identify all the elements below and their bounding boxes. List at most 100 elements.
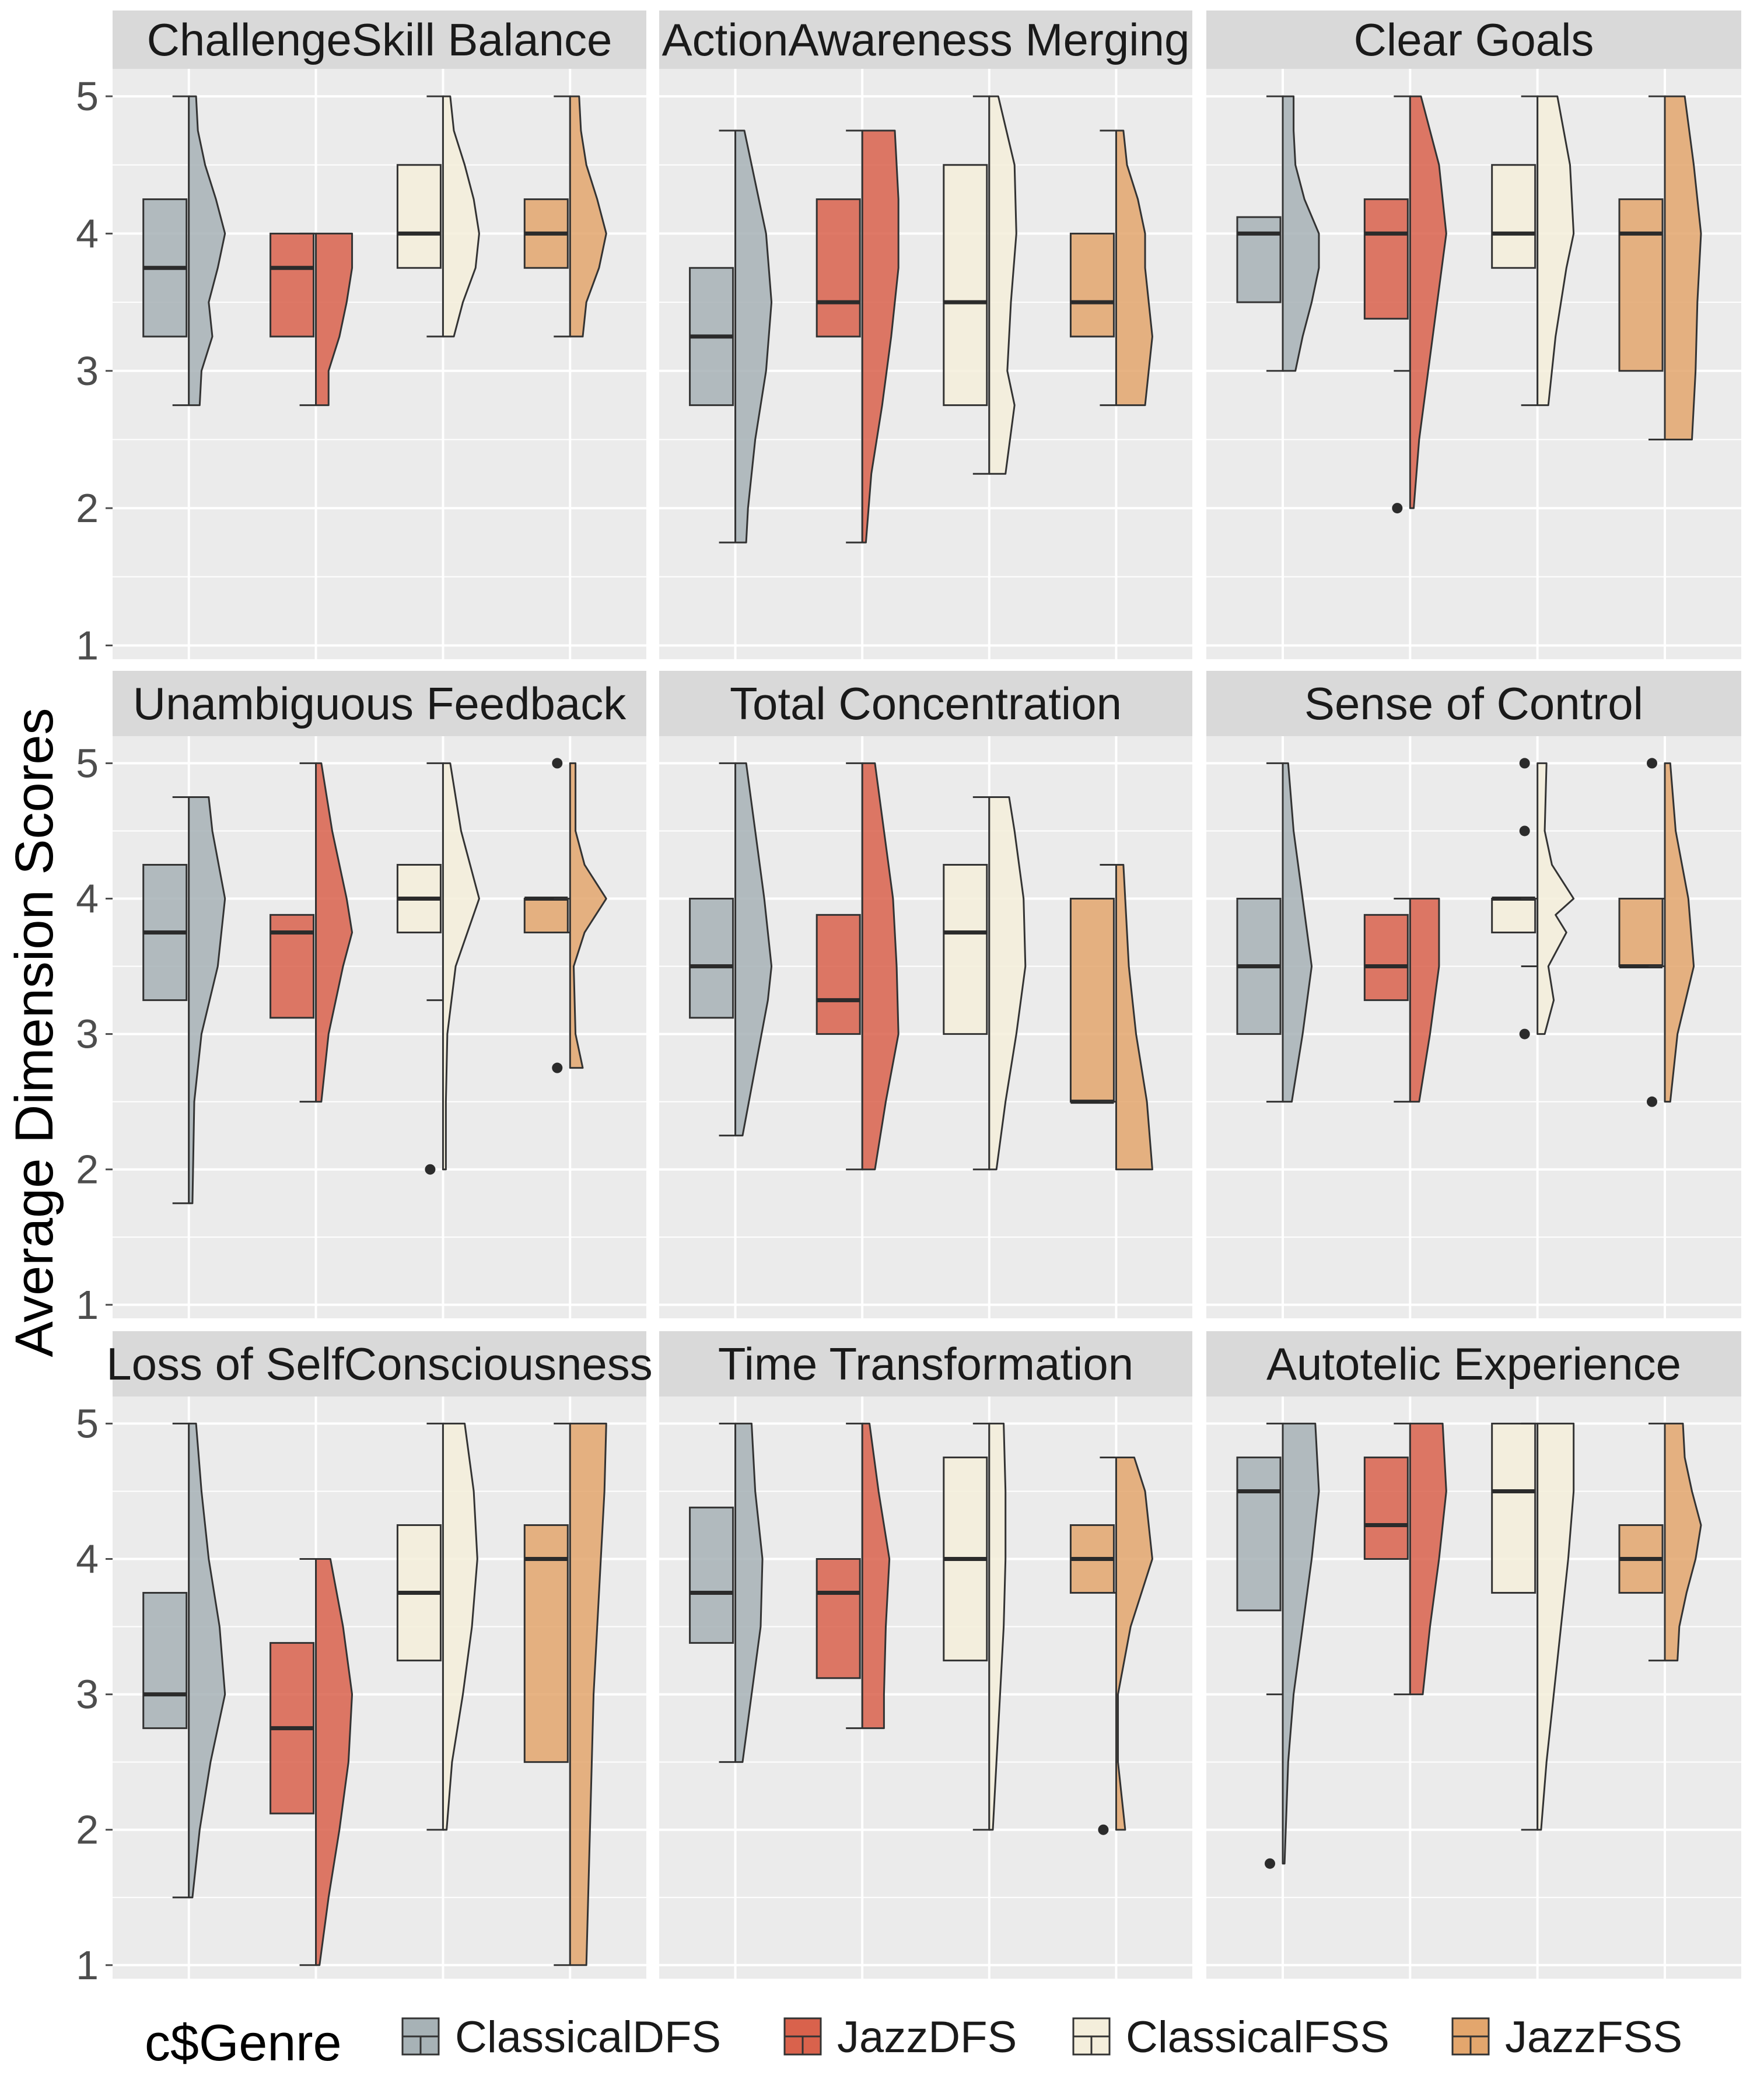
box bbox=[689, 1506, 734, 1644]
facet-strip bbox=[113, 10, 646, 69]
series-jazzdfs bbox=[816, 130, 900, 544]
box bbox=[943, 863, 988, 1035]
box bbox=[1618, 898, 1664, 968]
series-jazzfss bbox=[1618, 95, 1702, 440]
series-classicalfss bbox=[1491, 1422, 1575, 1831]
box bbox=[816, 1558, 861, 1679]
y-tick-label: 1 bbox=[76, 1282, 99, 1328]
legend-label: JazzDFS bbox=[837, 2013, 1017, 2062]
panel-content bbox=[113, 736, 646, 1318]
series-jazzdfs bbox=[1363, 898, 1440, 1103]
facet-strip-title: Unambiguous Feedback bbox=[133, 678, 627, 729]
facet-panel: ChallengeSkill Balance 1 2 3 4 5 bbox=[76, 10, 646, 668]
series-jazzdfs bbox=[270, 232, 354, 407]
half-violin bbox=[442, 762, 480, 1171]
y-tick-label: 5 bbox=[76, 74, 99, 119]
half-violin bbox=[1115, 1456, 1153, 1831]
box bbox=[1069, 898, 1115, 1103]
box bbox=[270, 914, 315, 1019]
half-violin bbox=[1409, 95, 1447, 509]
half-violin bbox=[988, 95, 1017, 475]
legend-label: JazzFSS bbox=[1505, 2013, 1682, 2062]
facet-panel: Loss of SelfConsciousness 1 2 3 4 5 bbox=[76, 1331, 653, 1988]
legend: c$Genre ClassicalDFS JazzDFS ClassicalFSS J… bbox=[145, 2013, 1682, 2071]
outlier-point bbox=[1098, 1824, 1109, 1835]
y-tick-label: 2 bbox=[76, 485, 99, 531]
box bbox=[1491, 164, 1536, 269]
box bbox=[270, 232, 315, 338]
half-violin bbox=[1409, 898, 1440, 1103]
panel-content bbox=[1206, 69, 1741, 659]
outlier-point bbox=[552, 1062, 563, 1073]
facet-panel: Total Concentration bbox=[659, 671, 1192, 1318]
half-violin bbox=[1409, 1422, 1447, 1696]
panel-content bbox=[113, 1396, 646, 1979]
facet-strip bbox=[1206, 1331, 1741, 1396]
panel-content bbox=[1206, 736, 1741, 1318]
half-violin bbox=[861, 130, 900, 544]
box bbox=[1363, 1456, 1409, 1560]
series-jazzfss bbox=[523, 95, 607, 338]
series-classicalfss bbox=[396, 762, 480, 1175]
series-classicaldfs bbox=[689, 762, 773, 1137]
y-tick-label: 5 bbox=[76, 1401, 99, 1446]
half-violin bbox=[1282, 95, 1320, 372]
outlier-point bbox=[1265, 1858, 1275, 1869]
box bbox=[1363, 914, 1409, 1002]
box bbox=[816, 914, 861, 1035]
half-violin bbox=[1115, 863, 1153, 1171]
series-jazzdfs bbox=[1363, 1422, 1447, 1696]
box bbox=[1618, 198, 1664, 372]
box bbox=[523, 898, 569, 934]
y-axis-title: Average Dimension Scores bbox=[5, 708, 64, 1357]
facet-strip-title: Time Transformation bbox=[718, 1338, 1133, 1390]
facet-panel: Sense of Control bbox=[1206, 671, 1741, 1318]
facet-strip bbox=[659, 1331, 1192, 1396]
box bbox=[943, 164, 988, 407]
outlier-point bbox=[1519, 758, 1530, 769]
facet-strip bbox=[659, 671, 1192, 736]
series-classicalfss bbox=[943, 796, 1027, 1171]
half-violin bbox=[569, 95, 607, 338]
half-violin bbox=[1115, 130, 1153, 407]
facet-strip bbox=[1206, 671, 1741, 736]
half-violin bbox=[188, 796, 226, 1205]
facet-strip-title: Sense of Control bbox=[1304, 678, 1643, 729]
half-violin bbox=[188, 1422, 226, 1899]
series-jazzfss bbox=[523, 758, 607, 1073]
box bbox=[142, 1592, 188, 1730]
facet-strip-title: Autotelic Experience bbox=[1266, 1338, 1681, 1390]
half-violin bbox=[988, 796, 1027, 1171]
facet-strip-title: ChallengeSkill Balance bbox=[147, 14, 612, 65]
series-classicalfss bbox=[943, 95, 1017, 475]
series-classicalfss bbox=[943, 1422, 1007, 1831]
half-violin bbox=[1536, 762, 1575, 1035]
half-violin bbox=[734, 130, 773, 544]
facet-strip bbox=[113, 1331, 646, 1396]
series-classicalfss bbox=[396, 1422, 478, 1831]
half-violin bbox=[569, 1422, 607, 1966]
outlier-point bbox=[1392, 503, 1403, 514]
panels-layer: ChallengeSkill Balance 1 2 3 4 5 ActionAwarene… bbox=[76, 10, 1741, 1988]
facet-strip-title: Total Concentration bbox=[730, 678, 1122, 729]
half-violin bbox=[1664, 95, 1702, 440]
series-jazzfss bbox=[1069, 863, 1153, 1171]
half-violin bbox=[861, 1422, 891, 1730]
series-jazzfss bbox=[1069, 130, 1153, 407]
series-classicaldfs bbox=[1236, 95, 1320, 372]
series-classicaldfs bbox=[142, 95, 226, 407]
half-violin bbox=[1664, 762, 1695, 1103]
half-violin bbox=[1282, 762, 1313, 1103]
y-tick-label: 3 bbox=[76, 1672, 99, 1717]
half-violin bbox=[861, 762, 900, 1171]
series-classicalfss bbox=[1491, 758, 1575, 1040]
half-violin bbox=[1282, 1422, 1320, 1865]
half-violin bbox=[442, 1422, 478, 1831]
half-violin bbox=[988, 1422, 1007, 1831]
box bbox=[396, 164, 442, 269]
outlier-point bbox=[1647, 758, 1657, 769]
y-tick-label: 2 bbox=[76, 1807, 99, 1853]
legend-title: c$Genre bbox=[145, 2014, 342, 2071]
series-classicalfss bbox=[396, 95, 480, 338]
series-classicaldfs bbox=[1236, 762, 1313, 1103]
